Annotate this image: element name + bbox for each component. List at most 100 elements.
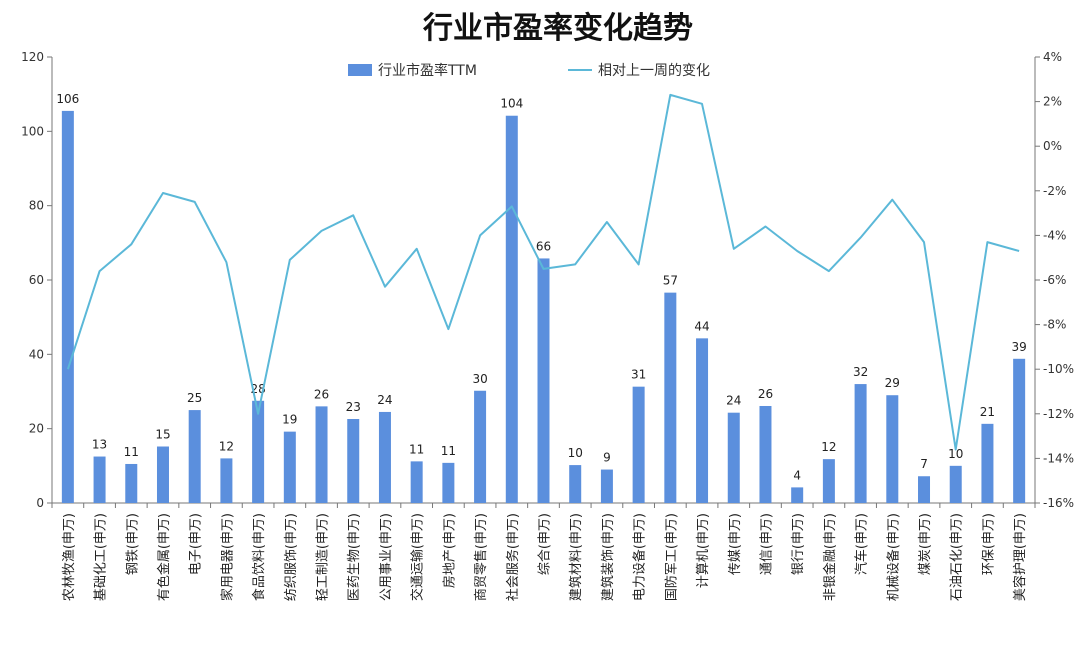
- right-tick-label: -12%: [1043, 407, 1074, 421]
- right-tick-label: 0%: [1043, 139, 1062, 153]
- bar-value-label: 12: [219, 439, 234, 453]
- bar-value-label: 19: [282, 413, 297, 427]
- category-label: 社会服务(申万): [505, 513, 521, 601]
- bar-value-label: 4: [793, 468, 801, 482]
- category-label: 通信(申万): [759, 513, 774, 575]
- right-axis-ticks: -16%-14%-12%-10%-8%-6%-4%-2%0%2%4%: [1035, 50, 1074, 510]
- bar: [633, 387, 645, 503]
- category-label: 纺织服饰(申万): [284, 513, 299, 601]
- bar: [569, 465, 581, 503]
- left-tick-label: 0: [36, 496, 44, 510]
- category-label: 美容护理(申万): [1012, 513, 1028, 601]
- bar-series: [62, 111, 1025, 503]
- bar: [347, 419, 359, 503]
- category-label: 汽车(申万): [854, 513, 870, 575]
- bar: [855, 384, 867, 503]
- category-label: 房地产(申万): [441, 513, 457, 588]
- right-tick-label: -8%: [1043, 318, 1066, 332]
- bar: [1013, 359, 1025, 503]
- bar: [157, 447, 169, 503]
- right-tick-label: -2%: [1043, 184, 1066, 198]
- bar-value-label: 25: [187, 391, 202, 405]
- category-label: 食品饮料(申万): [251, 513, 267, 601]
- left-tick-label: 60: [29, 273, 44, 287]
- bar-value-label: 32: [853, 365, 868, 379]
- bar: [442, 463, 454, 503]
- category-label: 建筑装饰(申万): [600, 513, 616, 601]
- chart-title: 行业市盈率变化趋势: [422, 11, 693, 46]
- bar: [728, 413, 740, 503]
- bar: [601, 470, 613, 503]
- category-label: 环保(申万): [981, 513, 996, 575]
- category-label: 钢铁(申万): [125, 513, 140, 575]
- category-label: 电子(申万): [189, 513, 204, 575]
- category-label: 公用事业(申万): [379, 513, 394, 601]
- category-label: 计算机(申万): [696, 513, 711, 588]
- bar-value-label: 44: [694, 319, 709, 333]
- bar-value-label: 10: [568, 446, 583, 460]
- bar: [696, 338, 708, 503]
- left-tick-label: 80: [29, 199, 44, 213]
- legend: 行业市盈率TTM 相对上一周的变化: [348, 62, 710, 79]
- right-tick-label: -16%: [1043, 496, 1074, 510]
- bar-value-label: 39: [1012, 340, 1027, 354]
- bar: [316, 406, 328, 503]
- bar: [220, 458, 232, 503]
- right-tick-label: -10%: [1043, 362, 1074, 376]
- bar-value-label: 11: [409, 442, 424, 456]
- category-label: 医药生物(申万): [347, 513, 362, 601]
- legend-label-bar: 行业市盈率TTM: [378, 62, 477, 79]
- bar: [886, 395, 898, 503]
- category-label: 电力设备(申万): [632, 513, 648, 601]
- bar-value-label: 9: [603, 451, 611, 465]
- category-label: 国防军工(申万): [663, 513, 679, 601]
- bar-value-label: 30: [472, 372, 487, 386]
- bar: [538, 258, 550, 503]
- bar: [823, 459, 835, 503]
- category-labels: 农林牧渔(申万)基础化工(申万)钢铁(申万)有色金属(申万)电子(申万)家用电器…: [52, 503, 1035, 601]
- bar-value-label: 23: [346, 400, 361, 414]
- bar-value-label: 104: [500, 97, 523, 111]
- category-label: 煤炭(申万): [918, 513, 933, 575]
- bar: [252, 401, 264, 503]
- left-tick-label: 20: [29, 422, 44, 436]
- left-tick-label: 40: [29, 347, 44, 361]
- right-tick-label: -14%: [1043, 451, 1074, 465]
- bar: [94, 457, 106, 503]
- bar: [411, 461, 423, 503]
- bar-value-label: 106: [56, 92, 79, 106]
- bar-value-label: 24: [726, 394, 741, 408]
- bar: [950, 466, 962, 503]
- bar-value-label: 11: [441, 444, 456, 458]
- category-label: 交通运输(申万): [410, 513, 426, 601]
- left-tick-label: 100: [21, 124, 44, 138]
- bar-value-label: 15: [155, 428, 170, 442]
- bar: [506, 116, 518, 503]
- category-label: 轻工制造(申万): [316, 513, 331, 601]
- bar-value-label: 31: [631, 368, 646, 382]
- bar: [474, 391, 486, 503]
- category-label: 建筑材料(申万): [568, 513, 584, 601]
- right-tick-label: 2%: [1043, 95, 1062, 109]
- bar: [62, 111, 74, 503]
- category-label: 商贸零售(申万): [473, 513, 489, 601]
- bar-value-label: 66: [536, 239, 551, 253]
- category-label: 传媒(申万): [728, 513, 743, 575]
- bar: [981, 424, 993, 503]
- legend-swatch-bar: [348, 64, 372, 76]
- bar: [284, 432, 296, 503]
- bar: [918, 476, 930, 503]
- bar: [379, 412, 391, 503]
- bar: [125, 464, 137, 503]
- bar: [791, 487, 803, 503]
- bar-value-label: 11: [124, 445, 139, 459]
- right-tick-label: 4%: [1043, 50, 1062, 64]
- bar-value-label: 57: [663, 274, 678, 288]
- category-label: 银行(申万): [791, 513, 806, 575]
- bar-value-label: 24: [377, 393, 392, 407]
- bar-value-label: 13: [92, 438, 107, 452]
- category-label: 石油石化(申万): [950, 513, 965, 601]
- bar: [759, 406, 771, 503]
